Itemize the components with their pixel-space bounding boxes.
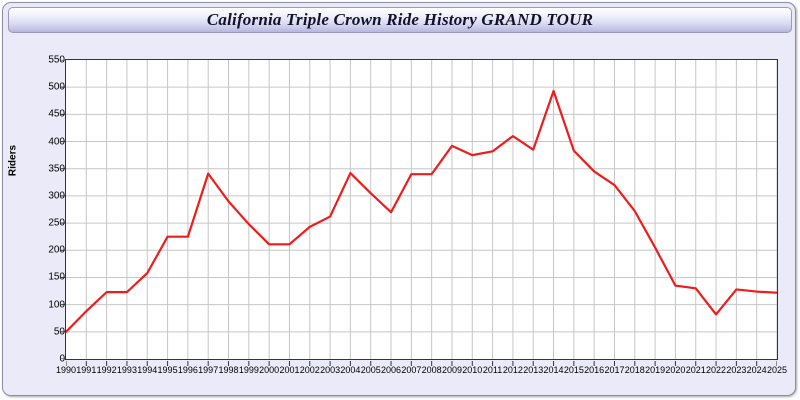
y-axis-label: Riders — [7, 144, 19, 177]
x-axis-tick-label: 1994 — [137, 365, 158, 375]
x-axis-tick-label: 1997 — [198, 365, 219, 375]
x-axis-tick-label: 2003 — [320, 365, 341, 375]
y-axis-tick-label: 150 — [48, 271, 65, 283]
x-axis-tick-label: 2009 — [441, 365, 462, 375]
x-axis-tick-label: 2024 — [746, 365, 767, 375]
y-axis-tick-label: 0 — [59, 353, 65, 365]
y-axis-tick-label: 450 — [48, 108, 65, 120]
y-axis-tick-label: 350 — [48, 163, 65, 175]
x-axis-tick-label: 2010 — [462, 365, 483, 375]
x-axis-tick-label: 2022 — [706, 365, 727, 375]
x-axis-tick-label: 2005 — [360, 365, 381, 375]
x-axis-tick-label: 1993 — [116, 365, 137, 375]
y-axis-tick-label: 200 — [48, 244, 65, 256]
x-axis-tick-label: 2021 — [685, 365, 706, 375]
x-axis-tick-label: 2011 — [482, 365, 503, 375]
x-axis-tick-label: 2006 — [381, 365, 402, 375]
x-axis-ticks: 1990 1991 1992 1993 1994 1995 1996 1997 1998 1999… — [56, 365, 787, 381]
x-axis-tick-label: 2023 — [726, 365, 747, 375]
x-axis-tick-label: 1996 — [177, 365, 198, 375]
page-title: California Triple Crown Ride History GRA… — [206, 10, 594, 29]
x-axis-tick-label: 2012 — [502, 365, 523, 375]
x-axis-tick-label: 2020 — [665, 365, 686, 375]
x-axis-tick-label: 2015 — [563, 365, 584, 375]
x-axis-tick-label: 2025 — [766, 365, 788, 375]
x-axis-tick-label: 1992 — [96, 365, 117, 375]
x-axis-tick-label: 2007 — [401, 365, 422, 375]
y-axis-tick-label: 400 — [48, 136, 65, 148]
data-layer — [66, 60, 777, 359]
y-axis-tick-marks — [61, 60, 66, 359]
y-axis-tick-label: 550 — [48, 54, 65, 66]
x-axis-tick-label: 2008 — [421, 365, 442, 375]
x-axis-tick-label: 1995 — [157, 365, 178, 375]
grid-layer — [66, 60, 777, 359]
y-axis-tick-label: 500 — [48, 81, 65, 93]
x-axis-tick-label: 2002 — [299, 365, 320, 375]
y-axis-tick-label: 250 — [48, 217, 65, 229]
window-frame: California Triple Crown Ride History GRA… — [2, 2, 796, 396]
x-axis-tick-label: 2018 — [624, 365, 645, 375]
x-axis-tick-label: 2017 — [604, 365, 625, 375]
x-axis-tick-label: 1991 — [76, 365, 97, 375]
y-axis-tick-label: 50 — [53, 326, 65, 338]
y-axis-tick-label: 300 — [48, 190, 65, 202]
x-axis-tick-label: 2019 — [645, 365, 666, 375]
plot-area — [65, 59, 778, 360]
x-axis-tick-label: 2001 — [279, 365, 300, 375]
y-axis-tick-label: 100 — [48, 299, 65, 311]
x-axis-tick-label: 2000 — [259, 365, 280, 375]
window-title-bar: California Triple Crown Ride History GRA… — [8, 7, 792, 33]
x-axis-tick-label: 1999 — [238, 365, 259, 375]
y-axis-ticks: 0 50 100 150 200 250 300 350 400 450 500 550 — [25, 55, 65, 365]
x-axis-tick-label: 1998 — [218, 365, 239, 375]
x-axis-tick-label: 2013 — [523, 365, 544, 375]
x-axis-tick-label: 1990 — [55, 365, 77, 375]
data-series-line — [66, 91, 777, 332]
x-axis-tick-label: 2014 — [543, 365, 564, 375]
x-axis-tick-label: 2016 — [584, 365, 605, 375]
x-axis-tick-label: 2004 — [340, 365, 361, 375]
x-axis-tick-marks — [66, 361, 777, 366]
chart-body: Riders 0 50 100 150 200 250 300 350 400 450 500 550… — [3, 35, 795, 395]
